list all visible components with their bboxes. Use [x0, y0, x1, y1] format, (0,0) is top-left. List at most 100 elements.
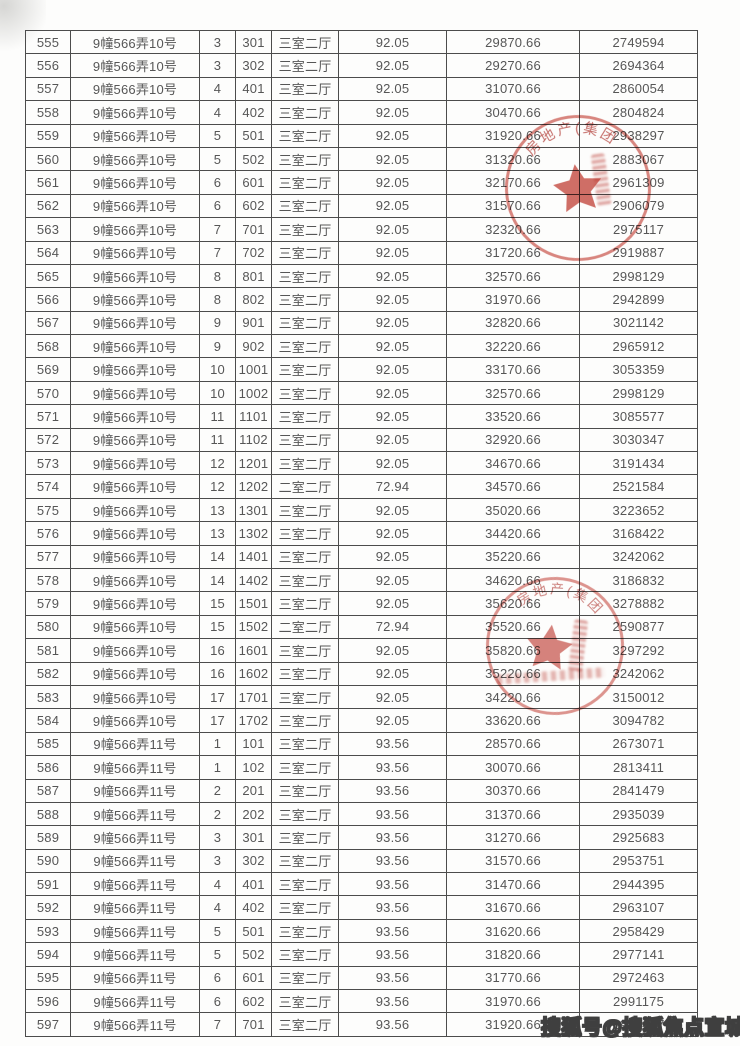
cell-room: 1402 [235, 567, 272, 593]
cell-unit-price: 34620.66 [446, 567, 580, 593]
cell-area: 93.56 [338, 918, 447, 944]
cell-layout: 三室二厅 [271, 684, 339, 710]
cell-area: 93.56 [338, 1012, 447, 1037]
cell-total-price: 2804824 [579, 100, 698, 125]
cell-room: 901 [235, 310, 272, 336]
cell-address: 9幢566弄10号 [70, 614, 200, 640]
cell-address: 9幢566弄11号 [70, 965, 200, 991]
cell-unit-price: 31920.66 [446, 123, 580, 148]
cell-area: 92.05 [338, 76, 447, 102]
cell-layout: 三室二厅 [271, 942, 339, 967]
cell-total-price: 2972463 [579, 965, 698, 991]
cell-area: 72.94 [338, 474, 447, 499]
cell-floor: 8 [199, 263, 236, 289]
cell-serial: 563 [25, 217, 71, 242]
cell-unit-price: 29870.66 [446, 29, 580, 55]
cell-address: 9幢566弄11号 [70, 1012, 200, 1037]
cell-layout: 三室二厅 [271, 287, 339, 312]
table-row: 579 9幢566弄10号 15 1501 三室二厅 92.05 35620.6… [25, 591, 698, 616]
cell-address: 9幢566弄11号 [70, 942, 200, 967]
cell-address: 9幢566弄11号 [70, 895, 200, 920]
cell-area: 92.05 [338, 146, 447, 172]
cell-floor: 4 [199, 895, 236, 920]
cell-floor: 9 [199, 334, 236, 359]
cell-room: 1102 [235, 427, 272, 453]
cell-unit-price: 31270.66 [446, 825, 580, 850]
cell-unit-price: 31820.66 [446, 942, 580, 967]
cell-floor: 5 [199, 918, 236, 944]
cell-serial: 580 [25, 614, 71, 640]
cell-layout: 三室二厅 [271, 357, 339, 382]
cell-total-price: 3021142 [579, 310, 698, 336]
cell-area: 93.56 [338, 825, 447, 850]
cell-serial: 587 [25, 778, 71, 803]
cell-floor: 12 [199, 451, 236, 476]
cell-layout: 三室二厅 [271, 778, 339, 803]
cell-area: 92.05 [338, 427, 447, 453]
table-row: 569 9幢566弄10号 10 1001 三室二厅 92.05 33170.6… [25, 357, 698, 382]
cell-serial: 558 [25, 100, 71, 125]
cell-area: 92.05 [338, 240, 447, 265]
cell-address: 9幢566弄10号 [70, 357, 200, 382]
cell-layout: 三室二厅 [271, 825, 339, 850]
table-row: 557 9幢566弄10号 4 401 三室二厅 92.05 31070.66 … [25, 76, 698, 102]
cell-floor: 7 [199, 1012, 236, 1037]
cell-area: 92.05 [338, 170, 447, 195]
table-row: 594 9幢566弄11号 5 502 三室二厅 93.56 31820.66 … [25, 942, 698, 967]
cell-floor: 11 [199, 427, 236, 453]
cell-floor: 7 [199, 240, 236, 265]
cell-room: 702 [235, 240, 272, 265]
table-row: 570 9幢566弄10号 10 1002 三室二厅 92.05 32570.6… [25, 380, 698, 406]
cell-address: 9幢566弄10号 [70, 684, 200, 710]
cell-room: 1001 [235, 357, 272, 382]
cell-room: 401 [235, 872, 272, 897]
cell-area: 72.94 [338, 614, 447, 640]
cell-serial: 570 [25, 380, 71, 406]
cell-total-price: 2883067 [579, 146, 698, 172]
cell-floor: 6 [199, 193, 236, 219]
table-row: 585 9幢566弄11号 1 101 三室二厅 93.56 28570.66 … [25, 731, 698, 757]
cell-layout: 三室二厅 [271, 380, 339, 406]
table-row: 587 9幢566弄11号 2 201 三室二厅 93.56 30370.66 … [25, 778, 698, 803]
cell-unit-price: 35220.66 [446, 544, 580, 569]
cell-unit-price: 34220.66 [446, 684, 580, 710]
cell-serial: 590 [25, 848, 71, 874]
cell-layout: 三室二厅 [271, 100, 339, 125]
cell-floor: 5 [199, 146, 236, 172]
cell-room: 601 [235, 170, 272, 195]
cell-unit-price: 32320.66 [446, 217, 580, 242]
cell-total-price: 3223652 [579, 497, 698, 523]
cell-serial: 584 [25, 708, 71, 733]
cell-unit-price: 28570.66 [446, 731, 580, 757]
cell-address: 9幢566弄11号 [70, 918, 200, 944]
cell-layout: 三室二厅 [271, 895, 339, 920]
cell-total-price: 2694364 [579, 53, 698, 78]
table-row: 578 9幢566弄10号 14 1402 三室二厅 92.05 34620.6… [25, 567, 698, 593]
price-table: 555 9幢566弄10号 3 301 三室二厅 92.05 29870.66 … [25, 29, 698, 1037]
cell-floor: 11 [199, 404, 236, 429]
cell-total-price: 3168422 [579, 521, 698, 546]
cell-layout: 三室二厅 [271, 76, 339, 102]
cell-serial: 589 [25, 825, 71, 850]
cell-floor: 15 [199, 614, 236, 640]
table-row: 583 9幢566弄10号 17 1701 三室二厅 92.05 34220.6… [25, 684, 698, 710]
cell-serial: 569 [25, 357, 71, 382]
cell-room: 502 [235, 146, 272, 172]
cell-room: 302 [235, 53, 272, 78]
cell-layout: 三室二厅 [271, 170, 339, 195]
cell-address: 9幢566弄11号 [70, 778, 200, 803]
cell-room: 301 [235, 29, 272, 55]
cell-serial: 597 [25, 1012, 71, 1037]
table-row: 572 9幢566弄10号 11 1102 三室二厅 92.05 32920.6… [25, 427, 698, 453]
cell-total-price: 2965912 [579, 334, 698, 359]
cell-unit-price: 34570.66 [446, 474, 580, 499]
cell-layout: 三室二厅 [271, 334, 339, 359]
table-row: 581 9幢566弄10号 16 1601 三室二厅 92.05 35820.6… [25, 638, 698, 663]
cell-address: 9幢566弄10号 [70, 591, 200, 616]
cell-total-price: 2991175 [579, 989, 698, 1014]
cell-serial: 577 [25, 544, 71, 569]
cell-floor: 12 [199, 474, 236, 499]
cell-area: 92.05 [338, 451, 447, 476]
cell-address: 9幢566弄11号 [70, 731, 200, 757]
cell-serial: 575 [25, 497, 71, 523]
